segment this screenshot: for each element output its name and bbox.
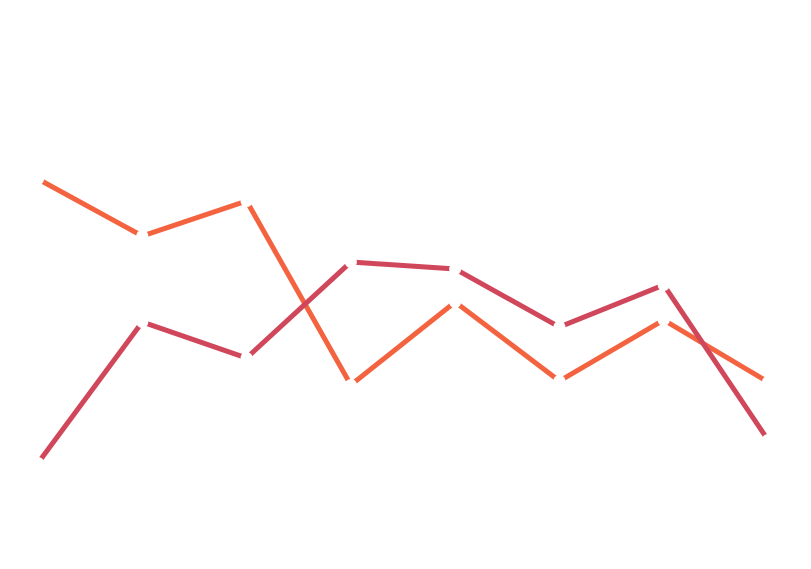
- vertex-gap: [553, 375, 566, 387]
- vertex-gap: [657, 279, 670, 291]
- vertex-gap: [553, 321, 566, 333]
- vertex-gap: [762, 376, 774, 388]
- vertex-gap: [344, 379, 357, 391]
- line-series: [36, 176, 770, 389]
- vertex-gap: [344, 256, 357, 268]
- vertex-gap: [240, 352, 253, 364]
- vertex-gap: [762, 434, 774, 446]
- vertex-gap: [449, 296, 462, 308]
- vertex-gap: [32, 457, 44, 469]
- line-series: [35, 259, 771, 465]
- vertex-gap: [136, 230, 149, 242]
- vertex-gap: [240, 195, 253, 207]
- vertex-gap: [657, 314, 670, 326]
- vertex-gap: [32, 173, 44, 185]
- vertex-gap: [449, 263, 462, 275]
- vertex-gap: [136, 316, 149, 328]
